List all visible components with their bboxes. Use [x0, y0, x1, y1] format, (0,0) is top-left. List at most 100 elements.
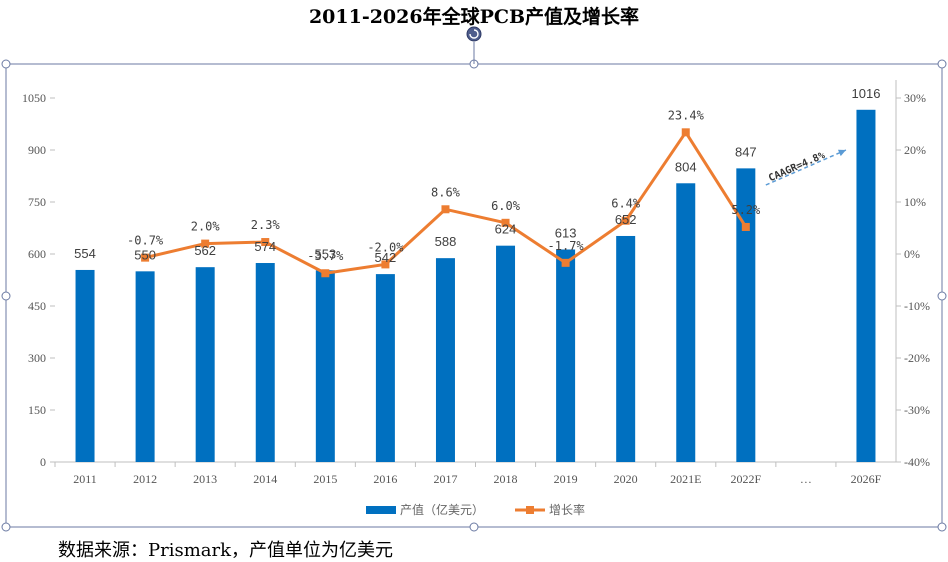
- x-tick-label: 2026F: [851, 472, 882, 486]
- bar: [375, 274, 395, 462]
- legend-bar-label: 产值（亿美元）: [400, 502, 484, 517]
- resize-handle: [1, 59, 11, 69]
- x-tick-label: 2015: [313, 472, 337, 486]
- bar-value-label: 652: [615, 212, 637, 227]
- x-tick-label: 2014: [253, 472, 277, 486]
- growth-rate-label: 23.4%: [668, 108, 705, 122]
- growth-rate-marker: [261, 238, 270, 247]
- y-left-tick-label: 750: [28, 195, 46, 209]
- growth-rate-label: -3.7%: [307, 249, 344, 263]
- y-right-tick-label: -40%: [904, 455, 930, 469]
- cagr-arrow-line: [765, 149, 847, 186]
- y-left-tick-label: 0: [40, 455, 46, 469]
- legend-line-marker: [526, 506, 534, 514]
- bar: [676, 183, 696, 462]
- bar-series: [75, 109, 876, 462]
- growth-rate-label: 5.2%: [731, 203, 761, 217]
- bar: [255, 263, 275, 462]
- resize-handle: [1, 291, 11, 301]
- cagr-annotation: CAAGR=4.8%: [765, 149, 847, 186]
- bar-value-label: 562: [194, 243, 216, 258]
- x-tick-label: 2011: [73, 472, 97, 486]
- x-tick-label: 2013: [193, 472, 217, 486]
- growth-rate-line: [144, 130, 748, 275]
- bar-value-label: 574: [254, 239, 276, 254]
- y-left-tick-label: 900: [28, 143, 46, 157]
- selection-frame[interactable]: [1, 26, 947, 532]
- growth-rate-marker: [201, 239, 210, 248]
- legend-line-label: 增长率: [549, 502, 585, 517]
- rotate-icon: [469, 29, 479, 39]
- y-right-tick-label: 0%: [904, 247, 920, 261]
- growth-rate-label: -1.7%: [548, 239, 585, 253]
- growth-rate-marker: [741, 222, 750, 231]
- growth-rate-label: 6.0%: [491, 199, 521, 213]
- x-tick-label: 2012: [133, 472, 157, 486]
- source-note: 数据来源：Prismark，产值单位为亿美元: [58, 540, 394, 561]
- growth-rate-marker: [441, 205, 450, 214]
- y-right-tick-label: -20%: [904, 351, 930, 365]
- bar-value-label: 550: [134, 247, 156, 262]
- bar-value-label: 1016: [852, 86, 881, 101]
- bar: [75, 269, 95, 462]
- data-labels: 554 550 562 574 553 542 588 624 613 652 804 847 1016…: [74, 86, 880, 265]
- bar: [135, 271, 155, 462]
- bar: [195, 267, 215, 462]
- y-right-tick-label: -10%: [904, 299, 930, 313]
- y-right-tick-label: -30%: [904, 403, 930, 417]
- bar-value-label: 553: [314, 246, 336, 261]
- resize-handle: [1, 522, 11, 532]
- growth-rate-marker: [681, 128, 690, 137]
- resize-handle: [469, 522, 479, 532]
- bar-value-label: 613: [555, 225, 577, 240]
- y-right-tick-label: 10%: [904, 195, 926, 209]
- resize-handle: [937, 291, 947, 301]
- legend-bar-swatch: [366, 506, 396, 514]
- y-right-tick-label: 30%: [904, 91, 926, 105]
- y-left-tick-label: 600: [28, 247, 46, 261]
- bar-value-label: 588: [435, 234, 457, 249]
- growth-rate-marker: [141, 253, 150, 262]
- x-tick-label: 2021E: [670, 472, 701, 486]
- bar-value-label: 847: [735, 144, 757, 159]
- bar-value-label: 804: [675, 159, 697, 174]
- x-tick-label: 2018: [494, 472, 518, 486]
- x-tick-label: 2016: [373, 472, 397, 486]
- y-left-tick-label: 300: [28, 351, 46, 365]
- bar-value-label: 554: [74, 246, 96, 261]
- bar: [315, 270, 335, 462]
- growth-rate-marker: [621, 216, 630, 225]
- y-left-tick-label: 1050: [22, 91, 46, 105]
- growth-rate-label: 8.6%: [431, 185, 461, 199]
- rotate-handle: [466, 26, 482, 42]
- resize-handle: [937, 522, 947, 532]
- legend: 产值（亿美元） 增长率: [366, 502, 585, 517]
- bar: [496, 245, 516, 462]
- y-right-tick-label: 20%: [904, 143, 926, 157]
- x-tick-label: 2019: [554, 472, 578, 486]
- cagr-arrow-head: [837, 149, 846, 157]
- bar-value-label: 542: [375, 250, 397, 265]
- growth-rate-label: 2.0%: [191, 220, 221, 234]
- bar-value-label: 624: [495, 222, 517, 237]
- growth-rate-marker: [561, 258, 570, 267]
- cagr-label: CAAGR=4.8%: [767, 150, 827, 184]
- bar: [736, 168, 756, 462]
- bar: [616, 235, 636, 462]
- y-left-tick-label: 450: [28, 299, 46, 313]
- resize-handle: [937, 59, 947, 69]
- growth-rate-marker: [321, 269, 330, 278]
- growth-rate-label: 6.4%: [611, 197, 641, 211]
- bar: [856, 109, 876, 462]
- chart-axes: 0 150 300 450 600 750 900 1050 -40% -30% -20% -10% 0…: [22, 80, 930, 486]
- growth-rate-marker: [381, 260, 390, 269]
- growth-rate-label: -2.0%: [367, 240, 404, 254]
- x-tick-label: 2022F: [730, 472, 761, 486]
- x-tick-label: 2017: [433, 472, 457, 486]
- bar: [556, 249, 576, 462]
- y-left-tick-label: 150: [28, 403, 46, 417]
- x-tick-label: …: [800, 472, 812, 486]
- growth-rate-label: 2.3%: [251, 218, 281, 232]
- chart-title: 2011-2026年全球PCB产值及增长率: [308, 6, 640, 28]
